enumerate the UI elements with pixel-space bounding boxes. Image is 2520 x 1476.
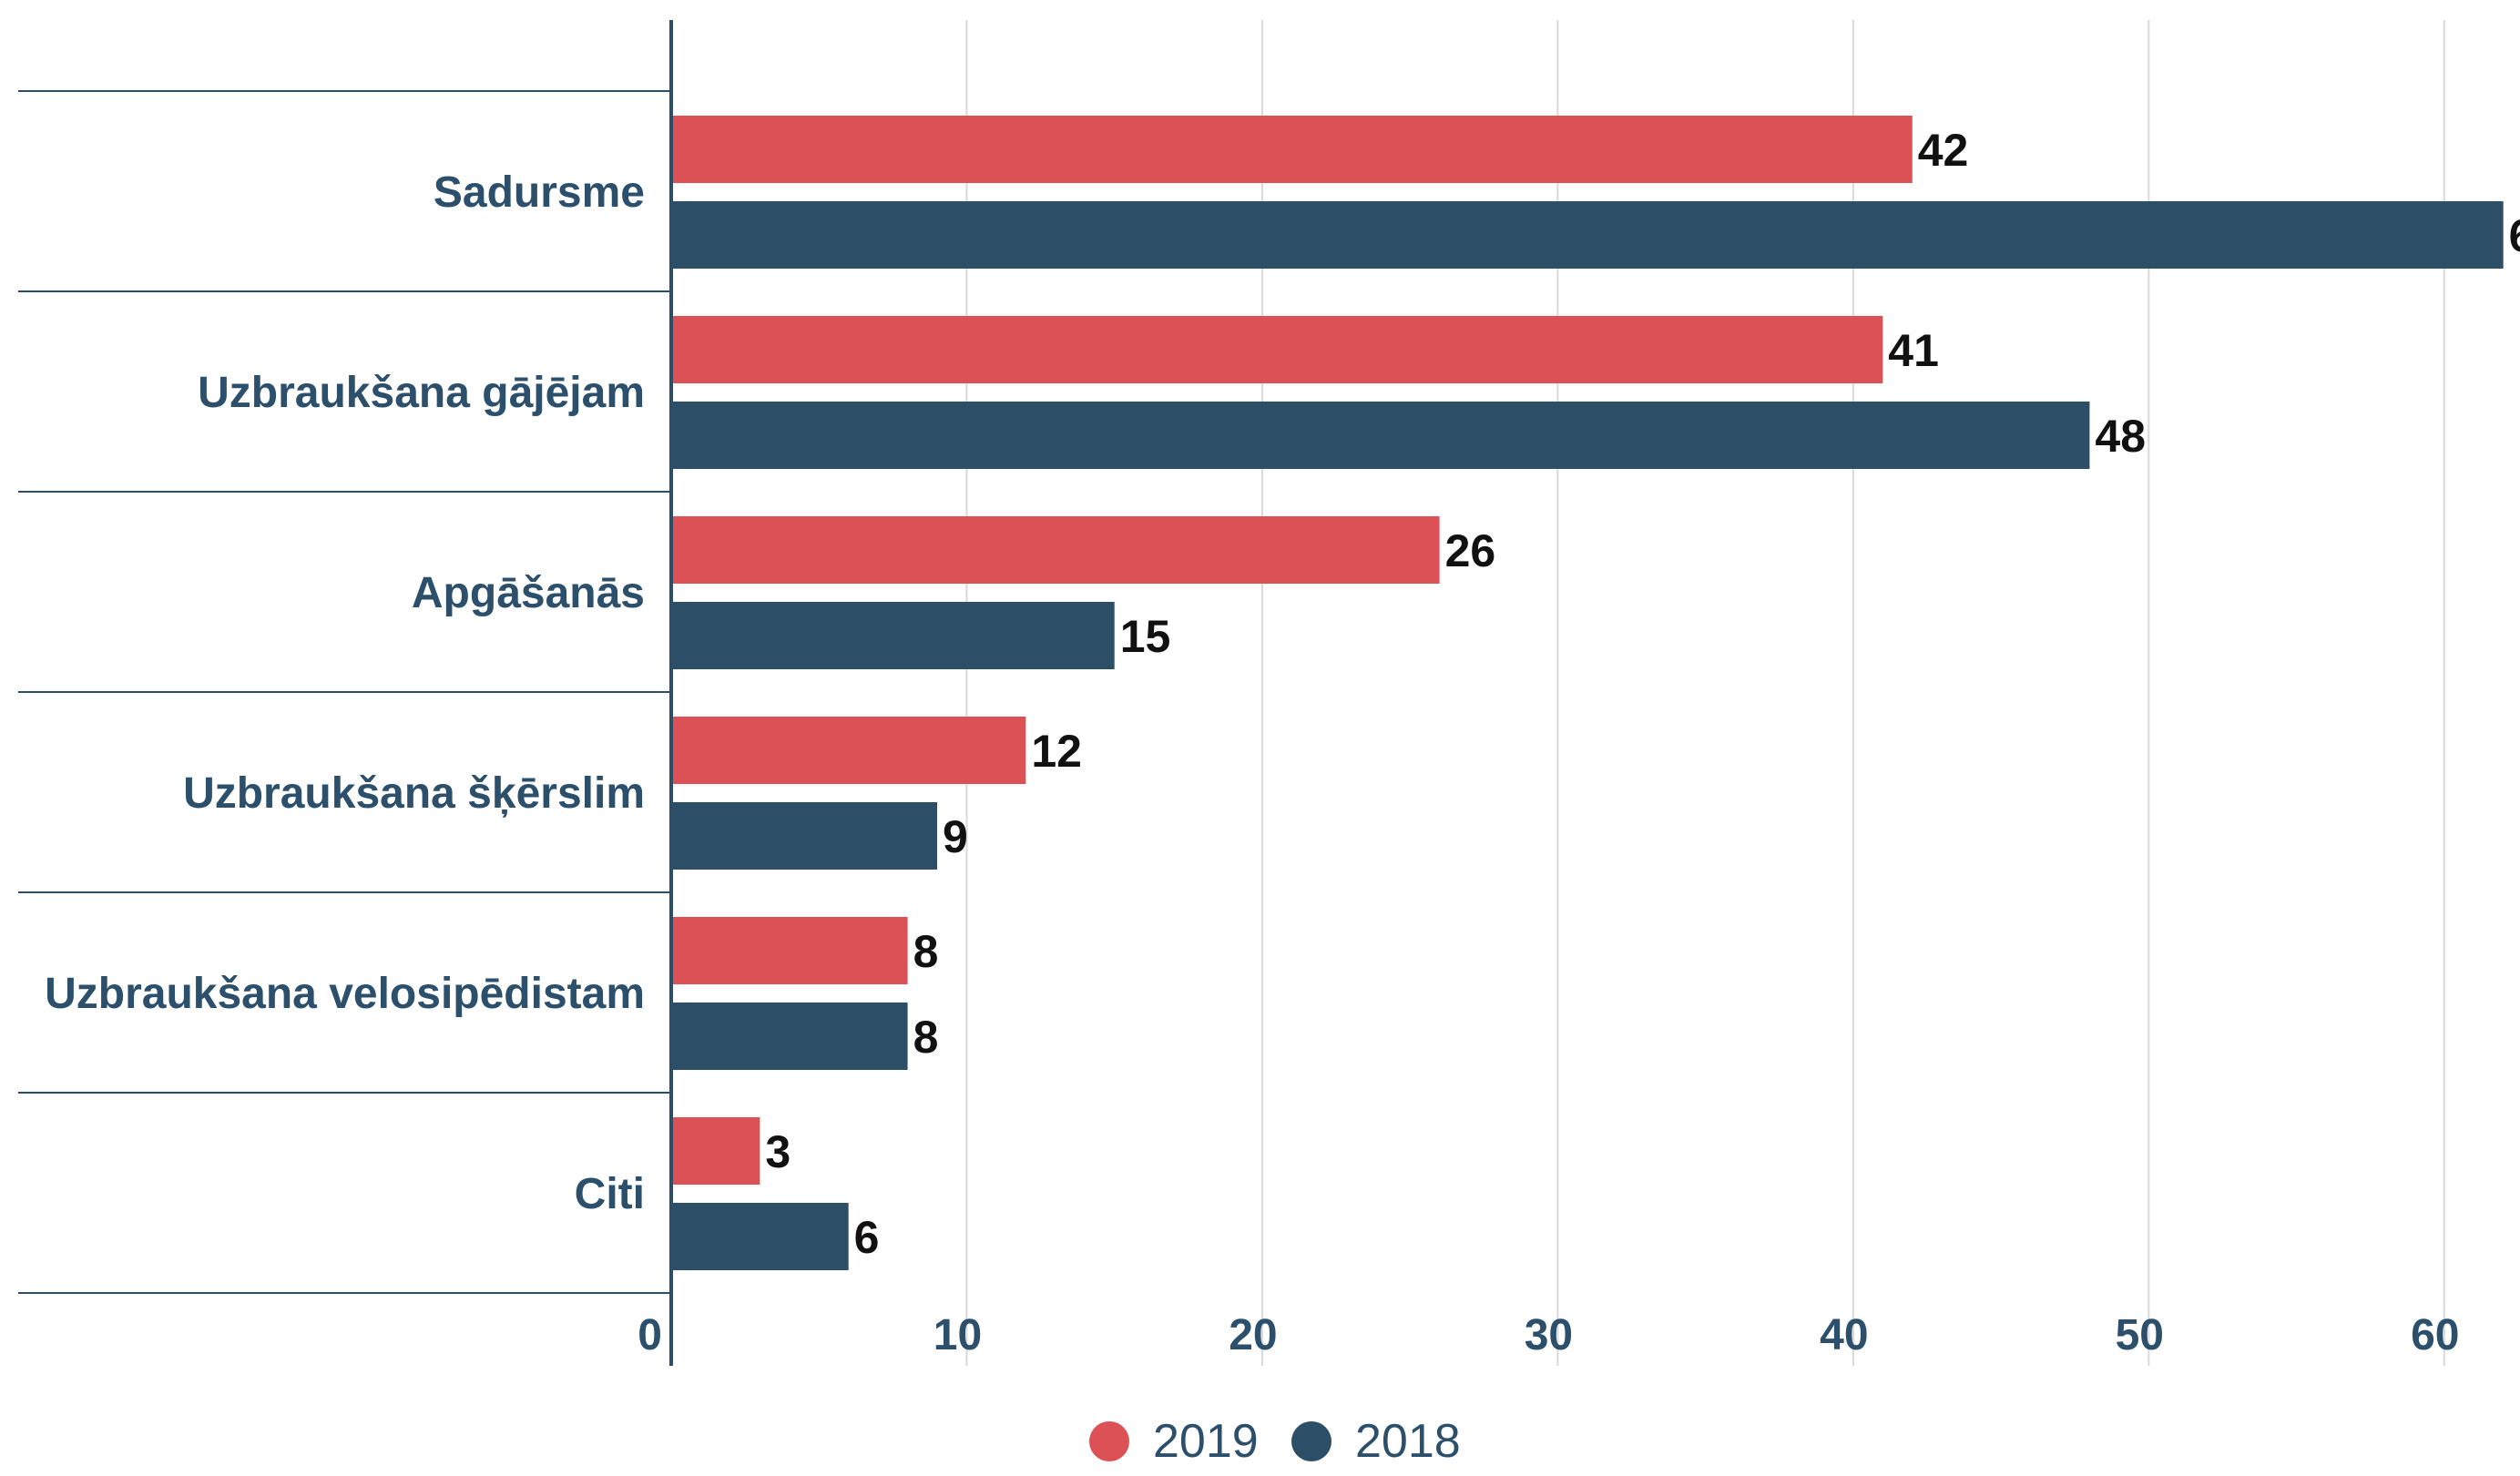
data-label: 15 — [1120, 611, 1171, 662]
x-tick-label: 30 — [1525, 1311, 1573, 1359]
bar-2019 — [671, 717, 1026, 784]
category-label: Sadursme — [434, 168, 645, 217]
x-tick-label: 50 — [2116, 1311, 2164, 1359]
bar-2018 — [671, 1203, 849, 1270]
bar-2018 — [671, 201, 2504, 269]
legend-label: 2018 — [1355, 1415, 1461, 1468]
bar-2019 — [671, 116, 1913, 183]
bar-2019 — [671, 1117, 760, 1185]
data-label: 62 — [2509, 210, 2520, 261]
data-label: 8 — [913, 1012, 939, 1063]
x-tick-label: 60 — [2411, 1311, 2459, 1359]
legend-label: 2019 — [1153, 1415, 1259, 1468]
bar-2018 — [671, 1003, 908, 1070]
category-label: Uzbraukšana šķērslim — [183, 769, 645, 818]
bar-2019 — [671, 516, 1440, 584]
data-label: 6 — [854, 1212, 880, 1263]
x-tick-label: 10 — [934, 1311, 982, 1359]
x-tick-label: 40 — [1820, 1311, 1868, 1359]
bar-2018 — [671, 402, 2090, 469]
category-label: Uzbraukšana velosipēdistam — [45, 970, 645, 1018]
x-tick-label: 20 — [1229, 1311, 1277, 1359]
category-labels: Sadursme Uzbraukšana gājējam Apgāšanās Uzbr… — [45, 168, 645, 1218]
legend: 2019 2018 — [1089, 1415, 1461, 1468]
category-label: Apgāšanās — [412, 569, 645, 617]
data-label: 3 — [765, 1126, 791, 1177]
data-label: 9 — [943, 811, 968, 862]
data-label: 8 — [913, 926, 939, 977]
data-labels: 42 62 41 48 26 15 12 9 8 8 3 6 — [765, 125, 2520, 1263]
bar-2019 — [671, 316, 1883, 383]
data-label: 48 — [2095, 411, 2146, 462]
bar-2018 — [671, 602, 1115, 669]
category-label: Uzbraukšana gājējam — [198, 369, 645, 417]
data-label: 26 — [1445, 525, 1496, 576]
legend-marker-2018 — [1291, 1421, 1331, 1461]
x-axis-ticks: 0 10 20 30 40 50 60 — [638, 1311, 2459, 1359]
category-separators — [18, 90, 671, 1294]
bar-2019 — [671, 917, 908, 984]
x-tick-label: 0 — [638, 1311, 662, 1359]
bars — [671, 116, 2504, 1270]
bar-2018 — [671, 802, 938, 870]
data-label: 41 — [1888, 325, 1939, 376]
data-label: 12 — [1031, 726, 1082, 777]
data-label: 42 — [1918, 125, 1969, 176]
category-label: Citi — [575, 1170, 645, 1218]
legend-marker-2019 — [1089, 1421, 1129, 1461]
